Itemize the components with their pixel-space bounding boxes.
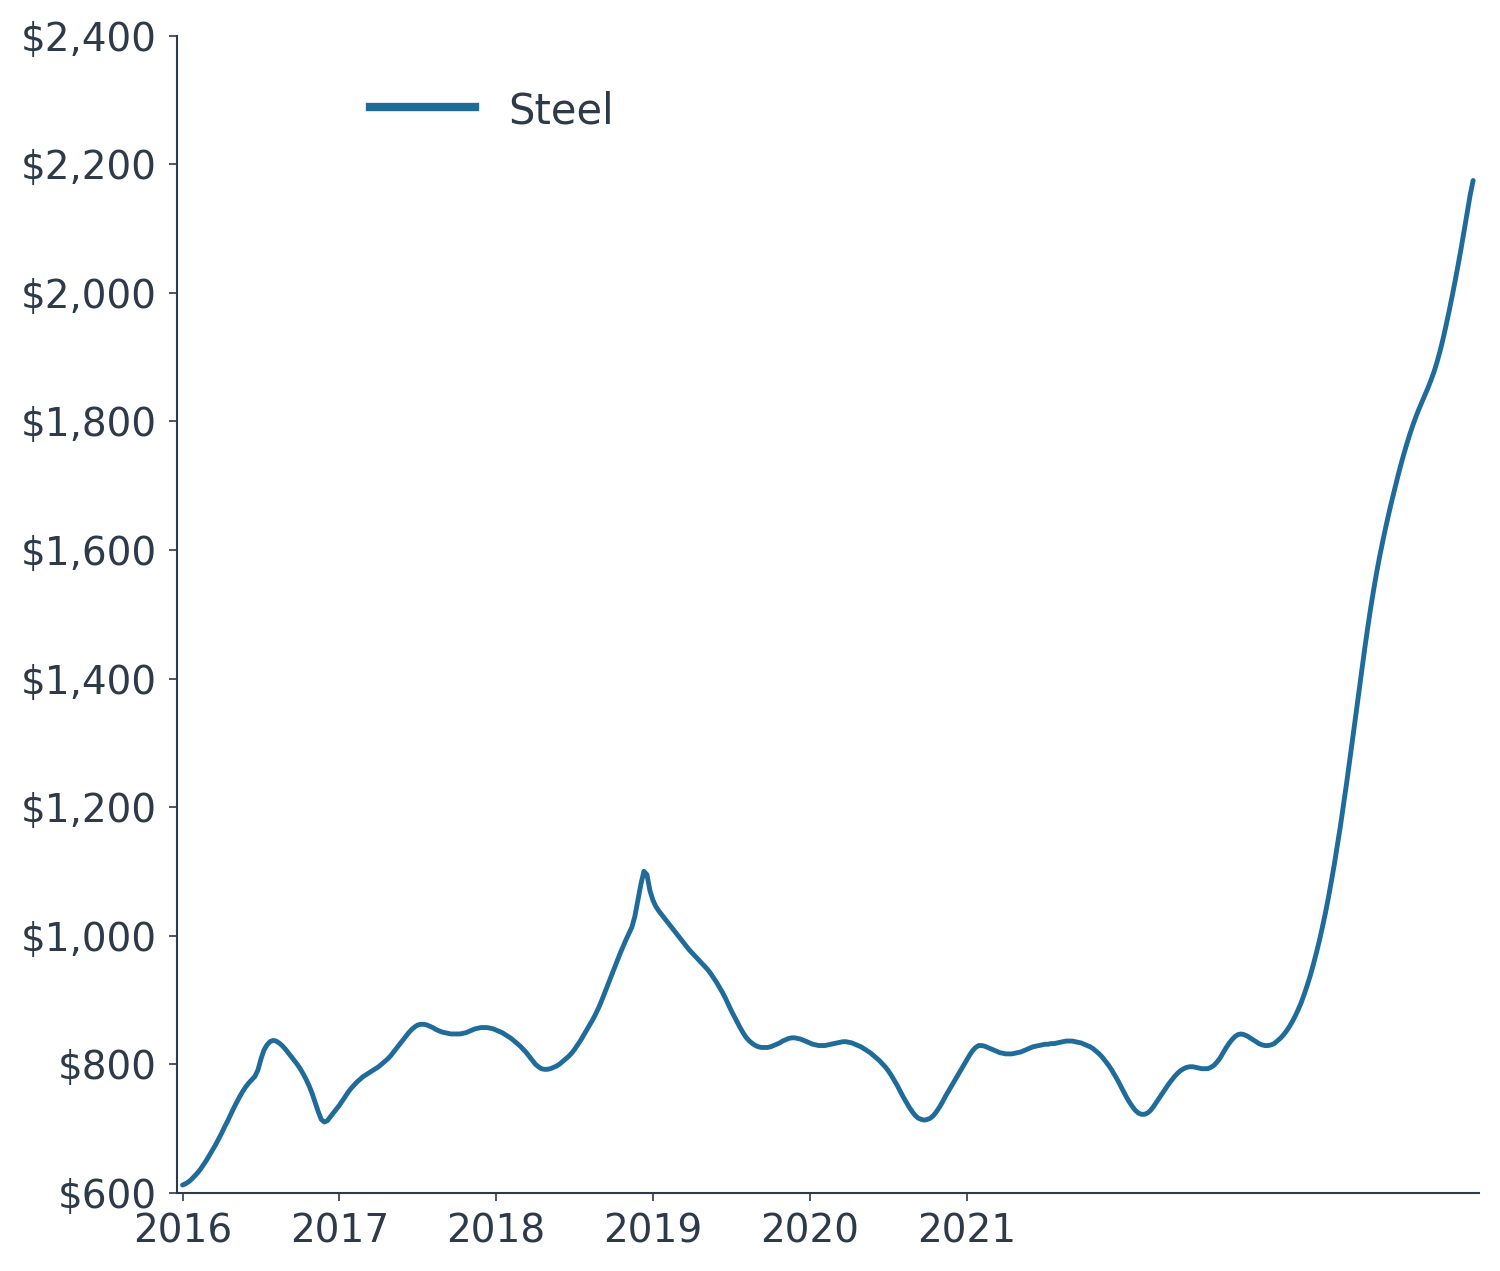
Legend: Steel: Steel: [354, 74, 630, 150]
